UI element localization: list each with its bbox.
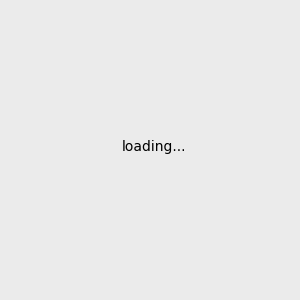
- Text: loading...: loading...: [122, 140, 186, 154]
